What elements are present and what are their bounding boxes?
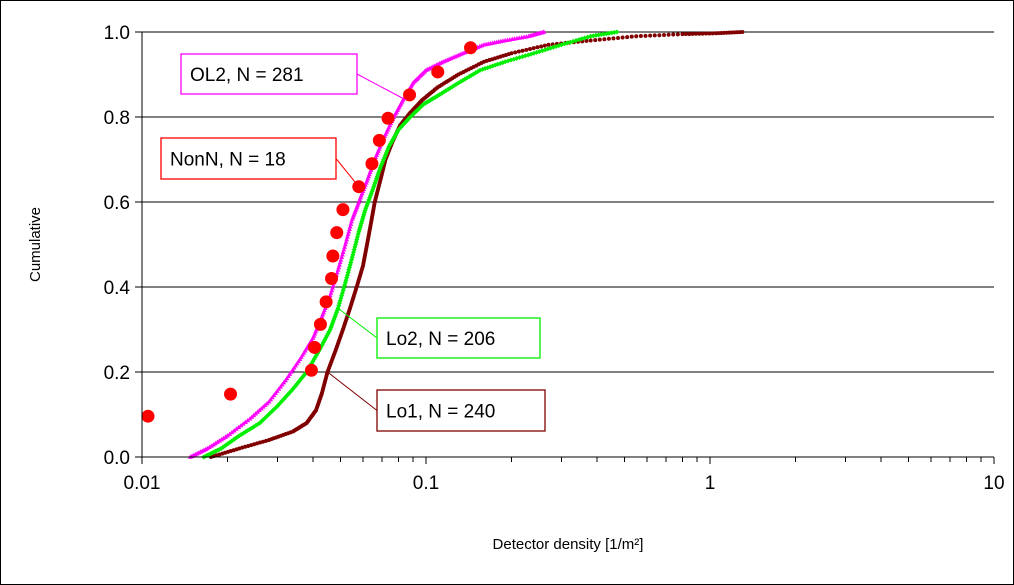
callout-label: NonN, N = 18 (170, 150, 286, 171)
callout-leader (328, 372, 377, 411)
y-tick-label: 0.8 (104, 108, 130, 129)
data-point (464, 41, 477, 54)
data-point (644, 34, 648, 38)
data-point (532, 46, 536, 50)
callout-lo1: Lo1, N = 240 (328, 372, 545, 431)
data-point (657, 33, 661, 37)
annotations: OL2, N = 281 NonN, N = 18 Lo2, N = 206 Lo1,… (161, 54, 545, 431)
data-point (330, 226, 343, 239)
x-tick-label: 1 (705, 473, 716, 494)
callout-leader (336, 159, 359, 187)
y-tick-label: 0.6 (104, 193, 130, 214)
data-point (509, 51, 513, 55)
x-tick-label: 0.1 (413, 473, 439, 494)
data-point (524, 48, 528, 52)
data-point (305, 364, 318, 377)
data-point (648, 34, 652, 38)
data-point (431, 65, 444, 78)
y-tick-label: 0.2 (104, 363, 130, 384)
data-point (667, 33, 671, 37)
data-point (740, 30, 744, 34)
data-point (602, 37, 606, 41)
data-point (336, 203, 349, 216)
data-point (308, 341, 321, 354)
y-axis-label: Cumulative (27, 207, 44, 282)
data-point (314, 318, 327, 331)
data-point (634, 34, 638, 38)
data-point (382, 112, 395, 125)
callout-label: Lo2, N = 206 (386, 329, 495, 350)
callout-label: Lo1, N = 240 (386, 402, 495, 423)
data-point (639, 34, 643, 38)
data-point (616, 36, 620, 40)
data-point (325, 272, 338, 285)
data-point (593, 38, 597, 42)
y-tick-label: 0.4 (104, 278, 131, 299)
data-point (373, 134, 386, 147)
data-point (547, 43, 551, 47)
data-point (535, 45, 539, 49)
x-tick-label: 0.01 (124, 473, 161, 494)
data-point (671, 33, 675, 37)
data-point (528, 47, 532, 51)
callout-label: OL2, N = 281 (190, 65, 304, 86)
data-point (326, 249, 339, 262)
data-point (320, 295, 333, 308)
data-point (539, 44, 543, 48)
data-point (625, 35, 629, 39)
callout-ol2: OL2, N = 281 (181, 54, 406, 100)
data-point (598, 38, 602, 42)
data-point (630, 35, 634, 39)
data-point (589, 39, 593, 43)
data-point (621, 36, 625, 40)
data-point (653, 33, 657, 37)
data-point (517, 50, 521, 54)
data-point (365, 157, 378, 170)
data-point (676, 32, 680, 36)
y-tick-label: 1.0 (104, 23, 130, 44)
callout-nonn: NonN, N = 18 (161, 138, 359, 187)
data-point (142, 410, 155, 423)
x-axis-label: Detector density [1/m²] (493, 536, 644, 553)
callout-lo2: Lo2, N = 206 (338, 308, 540, 358)
data-point (543, 44, 547, 48)
data-point (607, 37, 611, 41)
data-point (521, 49, 525, 53)
axes (135, 32, 994, 464)
data-point (224, 388, 237, 401)
x-tick-label: 10 (983, 473, 1004, 494)
y-tick-label: 0.0 (104, 448, 130, 469)
callout-leader (357, 74, 406, 100)
data-point (611, 36, 615, 40)
data-point (662, 33, 666, 37)
data-point (513, 50, 517, 54)
